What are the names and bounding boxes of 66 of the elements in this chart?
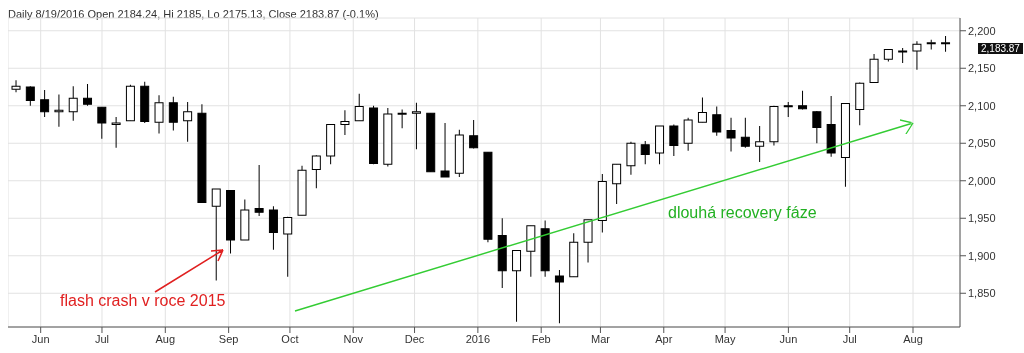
- candlestick: [268, 205, 278, 251]
- y-tick-label: 2,000: [968, 174, 996, 187]
- candlestick: [798, 90, 808, 110]
- candlestick: [11, 79, 21, 93]
- candlestick: [254, 164, 264, 217]
- candlestick: [869, 53, 879, 83]
- y-tick-label: 2,100: [968, 99, 996, 112]
- candlestick: [97, 106, 107, 140]
- candlestick: [740, 117, 750, 149]
- candlestick: [583, 219, 593, 263]
- x-tick-label: Dec: [404, 332, 425, 345]
- x-tick-label: Jun: [779, 332, 798, 345]
- candlestick: [40, 89, 50, 118]
- x-tick-label: Jul: [94, 332, 110, 345]
- candlestick: [311, 154, 321, 189]
- candlestick: [83, 83, 93, 107]
- y-tick-label: 2,150: [968, 62, 996, 75]
- candlestick: [755, 125, 765, 163]
- x-tick-label: Mar: [590, 332, 611, 345]
- candlestick: [111, 116, 121, 149]
- x-tick-label: Jun: [31, 332, 50, 345]
- candlestick: [669, 124, 679, 157]
- candlestick: [411, 102, 421, 150]
- y-tick-label: 2,050: [968, 137, 996, 150]
- candlestick: [697, 97, 707, 123]
- x-tick-label: 2016: [465, 332, 491, 345]
- candlestick: [440, 122, 450, 178]
- candlestick: [340, 109, 350, 136]
- candlestick: [183, 101, 193, 143]
- annotation: flash crash v roce 2015: [60, 292, 226, 310]
- x-tick-label: Oct: [281, 332, 299, 345]
- x-tick-label: Feb: [531, 332, 551, 345]
- y-tick-label: 1,900: [968, 249, 996, 262]
- candlestick: [554, 269, 564, 324]
- candlestick: [354, 93, 364, 122]
- candlestick: [397, 109, 407, 129]
- x-tick-label: Jul: [842, 332, 857, 345]
- candlestick: [726, 117, 736, 152]
- candlestick: [712, 106, 722, 137]
- candlestick: [54, 94, 64, 128]
- x-tick-label: Sep: [218, 332, 239, 345]
- candlestick: [912, 40, 922, 71]
- x-tick-label: Apr: [655, 332, 673, 345]
- candlestick: [154, 94, 164, 134]
- candlestick: [683, 117, 693, 152]
- candlestick: [469, 119, 479, 149]
- x-tick-label: Nov: [343, 332, 364, 345]
- chart-title: Daily 8/19/2016 Open 2184.24, Hi 2185, Lo 2175.13, Close 2183.87 (-0.1%): [8, 8, 379, 20]
- candlestick: [283, 216, 293, 278]
- candlestick: [612, 163, 622, 205]
- candlestick: [68, 85, 78, 122]
- annotation: dlouhá recovery fáze: [668, 204, 817, 222]
- x-tick-label: Aug: [903, 332, 923, 345]
- candlestick: [211, 188, 221, 281]
- text: 2,183.87: [978, 43, 1023, 54]
- x-tick-label: Aug: [155, 332, 176, 345]
- candlestick: [168, 96, 178, 131]
- y-tick-label: 2,200: [968, 24, 996, 37]
- candlestick: [812, 110, 822, 144]
- candlestick: [640, 140, 650, 165]
- candlestick: [25, 85, 35, 107]
- y-tick-label: 1,950: [968, 212, 996, 225]
- candlestick: [626, 141, 636, 176]
- candlestick: [512, 250, 522, 323]
- y-tick-label: 1,850: [968, 287, 996, 300]
- x-tick-label: May: [714, 332, 736, 345]
